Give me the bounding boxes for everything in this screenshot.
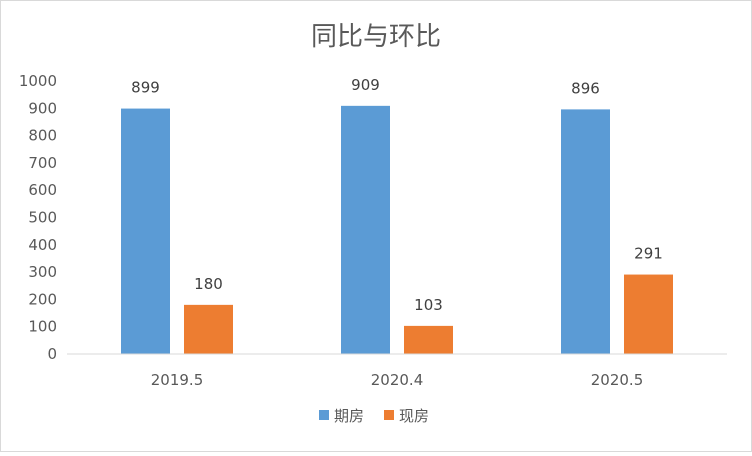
x-axis: 2019.5 2020.4 2020.5 [67, 353, 727, 389]
legend-label: 现房 [399, 407, 429, 425]
y-tick-label: 0 [47, 345, 57, 363]
bar-series2 [624, 274, 673, 354]
data-label: 899 [131, 79, 160, 97]
legend-swatch [384, 410, 394, 420]
y-tick-label: 900 [28, 99, 57, 117]
y-tick-label: 300 [28, 263, 57, 281]
y-tick-label: 800 [28, 127, 57, 145]
data-label: 103 [414, 296, 443, 314]
data-label: 896 [571, 79, 600, 97]
x-tick-label: 2020.5 [591, 371, 644, 389]
legend: 期房 现房 [319, 407, 429, 425]
legend-swatch [319, 410, 329, 420]
data-label: 180 [194, 275, 223, 293]
data-label: 909 [351, 76, 380, 94]
chart-title: 同比与环比 [311, 22, 441, 52]
data-label: 291 [634, 245, 663, 263]
legend-label: 期房 [334, 407, 364, 425]
bar-series1 [341, 105, 390, 354]
bar-series2 [184, 304, 233, 354]
bar-series2 [404, 325, 453, 354]
bars: 899 180 909 103 896 291 [121, 76, 673, 354]
y-tick-label: 600 [28, 181, 57, 199]
bar-series1 [561, 109, 610, 354]
y-tick-label: 500 [28, 209, 57, 227]
y-tick-label: 100 [28, 318, 57, 336]
y-tick-label: 700 [28, 154, 57, 172]
y-axis: 0 100 200 300 400 500 600 700 800 900 1000 [19, 72, 57, 363]
y-tick-label: 400 [28, 236, 57, 254]
bar-series1 [121, 108, 170, 354]
y-tick-label: 1000 [19, 72, 57, 90]
y-tick-label: 200 [28, 290, 57, 308]
x-tick-label: 2019.5 [151, 371, 204, 389]
x-tick-label: 2020.4 [371, 371, 424, 389]
